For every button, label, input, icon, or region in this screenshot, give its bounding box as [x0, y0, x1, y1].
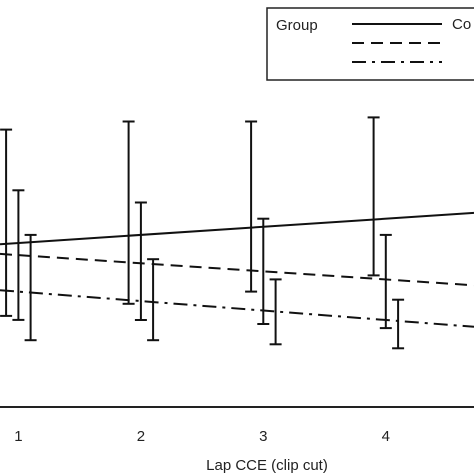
error-bar — [134, 201, 147, 321]
x-tick-label: 1 — [14, 428, 22, 445]
error-bar — [122, 120, 135, 305]
error-bar — [147, 258, 160, 342]
legend-entries: Co — [352, 16, 471, 63]
series-line — [0, 252, 474, 287]
series-layer — [0, 116, 474, 350]
error-bar — [257, 217, 270, 325]
error-bar — [367, 116, 380, 277]
series-line — [0, 211, 474, 246]
legend: Group Co — [266, 7, 474, 81]
error-bar — [269, 278, 282, 346]
plot-frame — [0, 406, 474, 408]
error-bar — [245, 120, 258, 293]
legend-label: Co — [452, 16, 471, 33]
x-tick-label: 2 — [137, 428, 145, 445]
x-tick-label: 3 — [259, 428, 267, 445]
error-bar — [379, 233, 392, 330]
series-solid — [0, 116, 474, 317]
x-axis-ticks: 1 2 3 4 — [14, 428, 390, 445]
legend-title: Group — [276, 17, 318, 34]
series-dashdot — [0, 233, 474, 350]
series-line — [0, 289, 474, 328]
error-bar — [12, 189, 25, 321]
x-axis-label: Lap CCE (clip cut) — [206, 457, 328, 474]
x-tick-label: 4 — [382, 428, 390, 445]
series-dashed — [0, 189, 474, 330]
error-bar — [392, 298, 405, 350]
error-bar — [0, 128, 13, 317]
error-bar — [24, 233, 37, 342]
